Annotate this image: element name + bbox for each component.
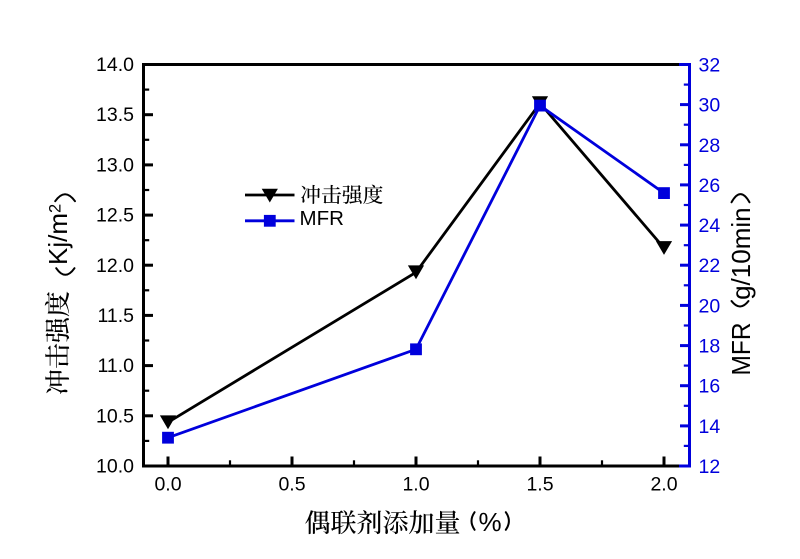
svg-text:10.0: 10.0 (96, 456, 134, 478)
svg-text:0.5: 0.5 (278, 474, 305, 496)
svg-text:26: 26 (699, 175, 721, 197)
svg-text:11.5: 11.5 (97, 305, 134, 327)
svg-text:10.5: 10.5 (96, 405, 134, 427)
svg-text:2: 2 (47, 204, 65, 213)
svg-text:g/10min: g/10min (726, 207, 756, 300)
svg-text:Kj/m: Kj/m (43, 213, 73, 265)
svg-text:12.5: 12.5 (96, 205, 134, 227)
svg-text:14.0: 14.0 (96, 54, 134, 76)
svg-text:28: 28 (699, 135, 721, 157)
svg-text:12.0: 12.0 (96, 255, 134, 277)
svg-text:32: 32 (699, 55, 721, 77)
svg-text:%: % (479, 507, 502, 537)
svg-text:MFR: MFR (726, 323, 756, 376)
svg-text:18: 18 (699, 336, 721, 358)
svg-text:30: 30 (699, 95, 721, 117)
svg-text:MFR: MFR (300, 207, 344, 230)
svg-text:22: 22 (699, 255, 721, 277)
svg-text:2.0: 2.0 (650, 474, 677, 496)
svg-text:12: 12 (699, 456, 721, 478)
svg-text:11.0: 11.0 (97, 355, 134, 377)
svg-text:13.0: 13.0 (96, 154, 134, 176)
svg-text:13.5: 13.5 (96, 104, 134, 126)
svg-text:1.5: 1.5 (526, 474, 553, 496)
svg-text:1.0: 1.0 (402, 474, 429, 496)
svg-text:0.0: 0.0 (154, 474, 181, 496)
svg-text:24: 24 (699, 215, 721, 237)
svg-text:20: 20 (699, 295, 721, 317)
svg-text:14: 14 (699, 416, 721, 438)
svg-text:16: 16 (699, 376, 721, 398)
